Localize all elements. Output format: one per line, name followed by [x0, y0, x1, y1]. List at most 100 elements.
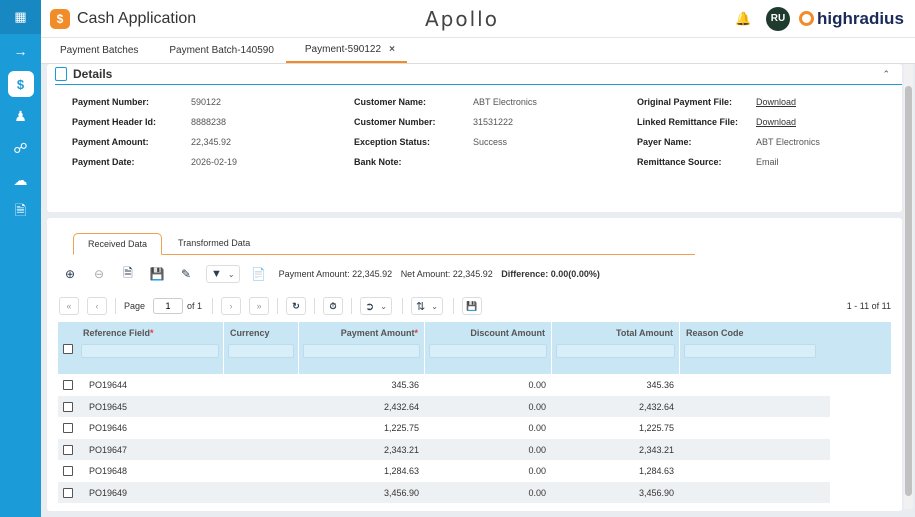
divider [115, 298, 116, 314]
filter-input[interactable] [228, 344, 294, 358]
tab-payment-batches[interactable]: Payment Batches [41, 45, 150, 63]
edit-icon[interactable]: ✎ [180, 267, 192, 281]
brand-wordmark: Apollo [425, 6, 499, 31]
page-input[interactable] [153, 298, 184, 314]
grid-icon[interactable]: ▦ [0, 0, 41, 34]
tab-payment-batch[interactable]: Payment Batch-140590 [150, 45, 286, 63]
difference-text: Difference: 0.00(0.00%) [501, 269, 600, 279]
filter-input[interactable] [684, 344, 816, 358]
column-header-currency[interactable]: Currency [224, 322, 299, 374]
payment-amount-text: Payment Amount: 22,345.92 [278, 269, 393, 279]
cell-total-amount: 2,432.64 [638, 401, 674, 412]
save-layout-icon[interactable]: 💾 [461, 297, 482, 315]
column-header-payment-amount[interactable]: Payment Amount* [299, 322, 425, 374]
field-label: Payer Name: [637, 137, 692, 147]
column-header-reason-code[interactable]: Reason Code [680, 322, 820, 374]
field-label: Payment Header Id: [72, 117, 157, 127]
filter-input[interactable] [303, 344, 420, 358]
field-label: Payment Number: [72, 97, 150, 107]
bell-icon[interactable]: 🔔 [735, 10, 752, 26]
amount-summary: Payment Amount: 22,345.92 Net Amount: 22… [279, 269, 606, 279]
subtab-received-data[interactable]: Received Data [73, 233, 163, 255]
cloud-upload-icon[interactable]: ☁ [13, 171, 28, 188]
cell-payment-amount: 2,343.21 [383, 444, 419, 455]
column-label: Payment Amount [340, 328, 415, 338]
cell-discount-amount: 0.00 [528, 444, 546, 455]
users-icon[interactable]: ♟ [14, 107, 27, 124]
table-row[interactable]: PO19649 3,456.90 0.00 3,456.90 [58, 481, 830, 503]
column-header-reference[interactable]: Reference Field* [77, 322, 224, 374]
history-icon[interactable]: ⏱ [323, 297, 344, 315]
table-row[interactable]: PO19645 2,432.64 0.00 2,432.64 [58, 395, 830, 417]
row-checkbox[interactable] [63, 466, 73, 476]
link-icon[interactable]: ☍ [13, 139, 28, 156]
column-header-total-amount[interactable]: Total Amount [552, 322, 680, 374]
vendor-ring-icon [799, 11, 814, 26]
export-icon[interactable]: 📄 [251, 267, 267, 281]
field-value: 590122 [191, 97, 222, 107]
row-checkbox[interactable] [63, 487, 73, 498]
refresh-icon[interactable]: ↻ [286, 297, 307, 315]
document-icon [55, 67, 67, 81]
field-value: ABT Electronics [756, 137, 820, 147]
table-row[interactable]: PO19648 1,284.63 0.00 1,284.63 [58, 460, 830, 482]
remove-row-icon[interactable]: ⊖ [93, 267, 105, 281]
field-value: 22,345.92 [191, 137, 232, 147]
filter-input[interactable] [429, 344, 547, 358]
export-dropdown[interactable]: ➲ ⌄ [360, 297, 392, 315]
nav-item-cash[interactable]: $ [0, 68, 41, 100]
subtab-transformed-data[interactable]: Transformed Data [178, 238, 251, 248]
filter-dropdown[interactable]: ▼ ⌄ [206, 265, 240, 283]
cell-discount-amount: 0.00 [528, 487, 546, 498]
cell-total-amount: 1,225.75 [638, 423, 674, 433]
divider [401, 298, 403, 314]
cell-total-amount: 3,456.90 [638, 487, 674, 498]
download-original-link[interactable]: Download [756, 97, 797, 107]
table-row[interactable]: PO19644 345.36 0.00 345.36 [58, 374, 830, 396]
divider [212, 298, 214, 314]
arrow-right-icon[interactable]: → [13, 43, 28, 59]
sort-dropdown[interactable]: ⇅ ⌄ [410, 297, 443, 315]
row-checkbox[interactable] [63, 423, 73, 433]
divider [314, 298, 316, 314]
grid-toolbar: ⊕ ⊖ 🗎 💾 ✎ ▼ ⌄ 📄 Payment Amount: 22,345.92… [61, 265, 606, 283]
add-row-icon[interactable]: ⊕ [64, 267, 76, 281]
page-of-label: of 1 [187, 301, 203, 311]
tab-payment[interactable]: Payment-590122 × [285, 44, 407, 63]
details-header[interactable]: Details ⌃ [55, 64, 902, 85]
select-all-checkbox[interactable] [63, 344, 73, 354]
table-row[interactable]: PO19647 2,343.21 0.00 2,343.21 [58, 438, 830, 460]
field-label: Bank Note: [354, 157, 402, 167]
cell-payment-amount: 1,284.63 [383, 466, 419, 476]
cell-discount-amount: 0.00 [528, 423, 546, 433]
table-row[interactable]: PO19646 1,225.75 0.00 1,225.75 [58, 417, 830, 439]
download-remittance-link[interactable]: Download [756, 117, 797, 127]
field-value: Success [473, 137, 508, 147]
tab-label: Payment Batch-140590 [169, 45, 274, 56]
save-icon[interactable]: 💾 [149, 267, 165, 281]
filter-icon: ▼ [211, 268, 222, 280]
last-page-button[interactable]: » [249, 297, 270, 315]
scrollbar-thumb[interactable] [905, 86, 912, 496]
first-page-button[interactable]: « [59, 297, 79, 315]
next-page-button[interactable]: › [221, 297, 242, 315]
row-checkbox[interactable] [63, 444, 73, 455]
close-icon[interactable]: × [389, 44, 395, 55]
prev-page-button[interactable]: ‹ [87, 297, 107, 315]
filter-input[interactable] [556, 344, 675, 358]
page-scrollbar[interactable] [904, 64, 913, 509]
document-icon[interactable]: 🗎 [14, 202, 27, 218]
add-document-icon[interactable]: 🗎 [123, 265, 133, 280]
cell-payment-amount: 1,225.75 [383, 423, 419, 433]
filter-input[interactable] [81, 344, 219, 358]
field-label: Linked Remittance File: [637, 117, 739, 127]
field-label: Original Payment File: [637, 97, 733, 107]
column-label: Reason Code [686, 328, 744, 338]
chevron-up-icon[interactable]: ⌃ [882, 68, 890, 79]
column-header-discount-amount[interactable]: Discount Amount [425, 322, 552, 374]
row-checkbox[interactable] [63, 380, 73, 390]
divider [452, 298, 454, 314]
row-checkbox[interactable] [63, 401, 73, 412]
avatar[interactable]: RU [766, 6, 790, 31]
chevron-down-icon: ⌄ [380, 301, 387, 311]
